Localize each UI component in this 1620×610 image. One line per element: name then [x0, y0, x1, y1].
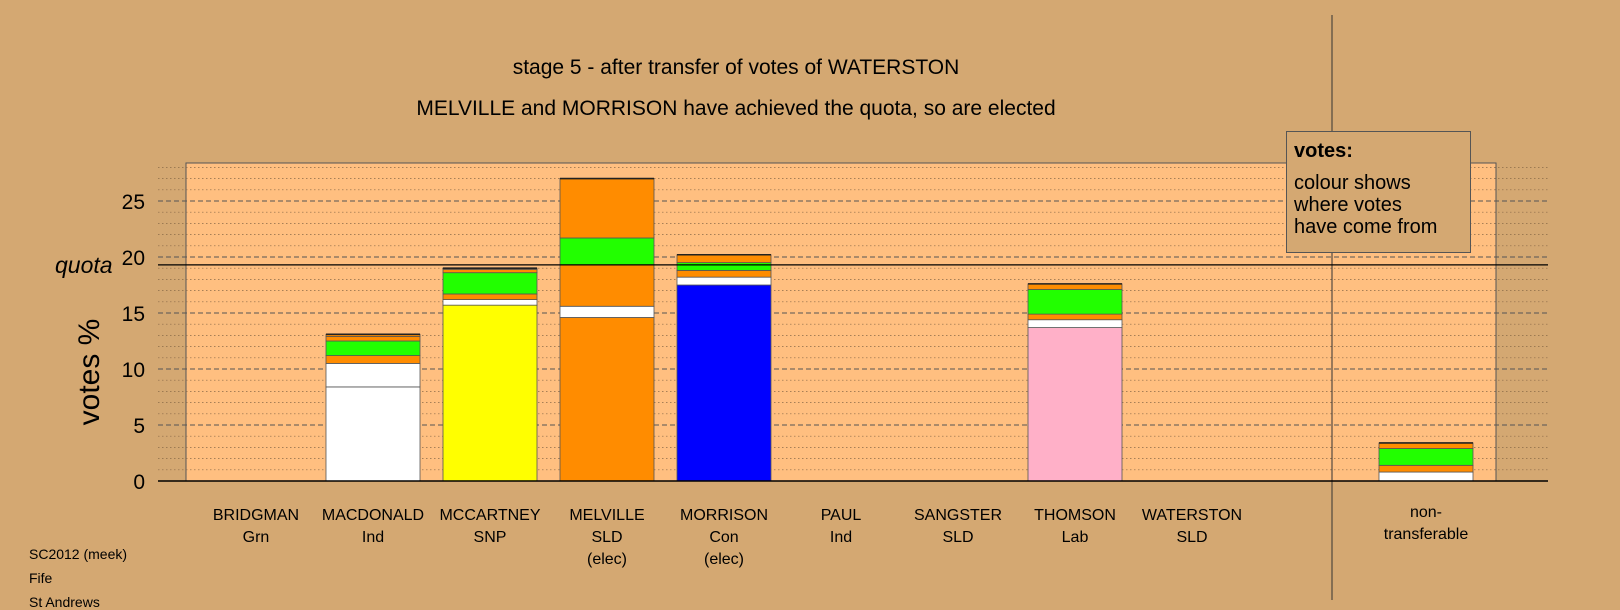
x-tick-label: MACDONALD	[322, 507, 424, 524]
bar-segment	[442, 272, 538, 295]
bar-segment	[1378, 442, 1474, 449]
bar-segment	[559, 178, 655, 239]
bar-segment	[676, 262, 772, 271]
x-tick-label: SNP	[474, 529, 507, 546]
bar-segment	[676, 254, 772, 263]
y-tick-label: 10	[122, 359, 145, 382]
council-name: Fife	[29, 570, 53, 586]
x-tick-label: MCCARTNEY	[439, 507, 540, 524]
bar-segment	[325, 340, 421, 356]
x-tick-label: MORRISON	[680, 507, 768, 524]
bar-segment	[676, 270, 772, 278]
legend-text: colour shows where votes have come from	[1294, 172, 1438, 238]
ward-name: St Andrews	[29, 594, 100, 610]
x-tick-label: Ind	[830, 529, 852, 546]
x-tick-label: Con	[709, 529, 738, 546]
bar-segment	[325, 362, 421, 388]
x-tick-label: SLD	[942, 529, 973, 546]
bar-nontransferable	[1378, 442, 1474, 482]
bar-segment	[1378, 471, 1474, 482]
bar-segment	[1378, 448, 1474, 466]
y-tick-label: 0	[133, 471, 145, 494]
x-tick-label: THOMSON	[1034, 507, 1116, 524]
bar-segment	[559, 237, 655, 266]
bar-segment	[1378, 464, 1474, 473]
x-tick-label: PAUL	[821, 507, 862, 524]
y-axis-label: votes %	[73, 319, 106, 426]
bar-mccartney	[442, 267, 538, 482]
chart-title: stage 5 - after transfer of votes of WAT…	[513, 56, 960, 79]
bar-segment	[442, 268, 538, 274]
bar-thomson	[1027, 283, 1123, 482]
bar-segment	[676, 284, 772, 482]
legend-title: votes:	[1294, 140, 1353, 162]
bar-morrison	[676, 253, 772, 482]
x-tick-label: Grn	[243, 529, 270, 546]
bar-segment	[1027, 327, 1123, 482]
bar-segment	[325, 355, 421, 364]
x-tick-label: Lab	[1062, 529, 1089, 546]
bar-segment	[1027, 319, 1123, 328]
x-tick-label: MELVILLE	[569, 507, 644, 524]
chart-subtitle: MELVILLE and MORRISON have achieved the …	[416, 97, 1055, 120]
x-tick-label: WATERSTON	[1142, 507, 1242, 524]
bar-groups	[325, 177, 1474, 482]
x-tick-labels: BRIDGMAN Grn MACDONALD Ind MCCARTNEY SNP MELVI…	[213, 504, 1468, 568]
bar-segment	[325, 386, 421, 482]
x-tick-label: SLD	[591, 529, 622, 546]
x-tick-label: SLD	[1176, 529, 1207, 546]
election-code: SC2012 (meek)	[29, 546, 128, 562]
x-tick-label: BRIDGMAN	[213, 507, 299, 524]
x-tick-label: (elec)	[587, 551, 627, 568]
quota-label: quota	[55, 252, 113, 278]
bar-melville	[559, 177, 655, 482]
y-tick-labels: 0 5 10 15 20 25	[122, 191, 145, 494]
x-tick-label: transferable	[1384, 526, 1469, 543]
y-tick-label: 15	[122, 303, 145, 326]
y-tick-label: 20	[122, 247, 145, 270]
bar-segment	[559, 317, 655, 482]
x-tick-label: (elec)	[704, 551, 744, 568]
y-tick-label: 25	[122, 191, 145, 214]
bar-segment	[442, 293, 538, 300]
bar-segment	[1027, 289, 1123, 315]
legend: votes: colour shows where votes have com…	[1286, 131, 1471, 253]
bar-segment	[442, 299, 538, 306]
bar-segment	[559, 264, 655, 307]
x-tick-label: Ind	[362, 529, 384, 546]
bar-segment	[676, 276, 772, 286]
bar-segment	[1027, 313, 1123, 321]
x-tick-label: SANGSTER	[914, 507, 1002, 524]
bar-macdonald	[325, 333, 421, 482]
bar-segment	[442, 304, 538, 482]
y-tick-label: 5	[133, 415, 145, 438]
bar-segment	[325, 336, 421, 342]
x-tick-label: non-	[1410, 504, 1442, 521]
bar-segment	[1027, 283, 1123, 290]
bar-segment	[559, 305, 655, 318]
